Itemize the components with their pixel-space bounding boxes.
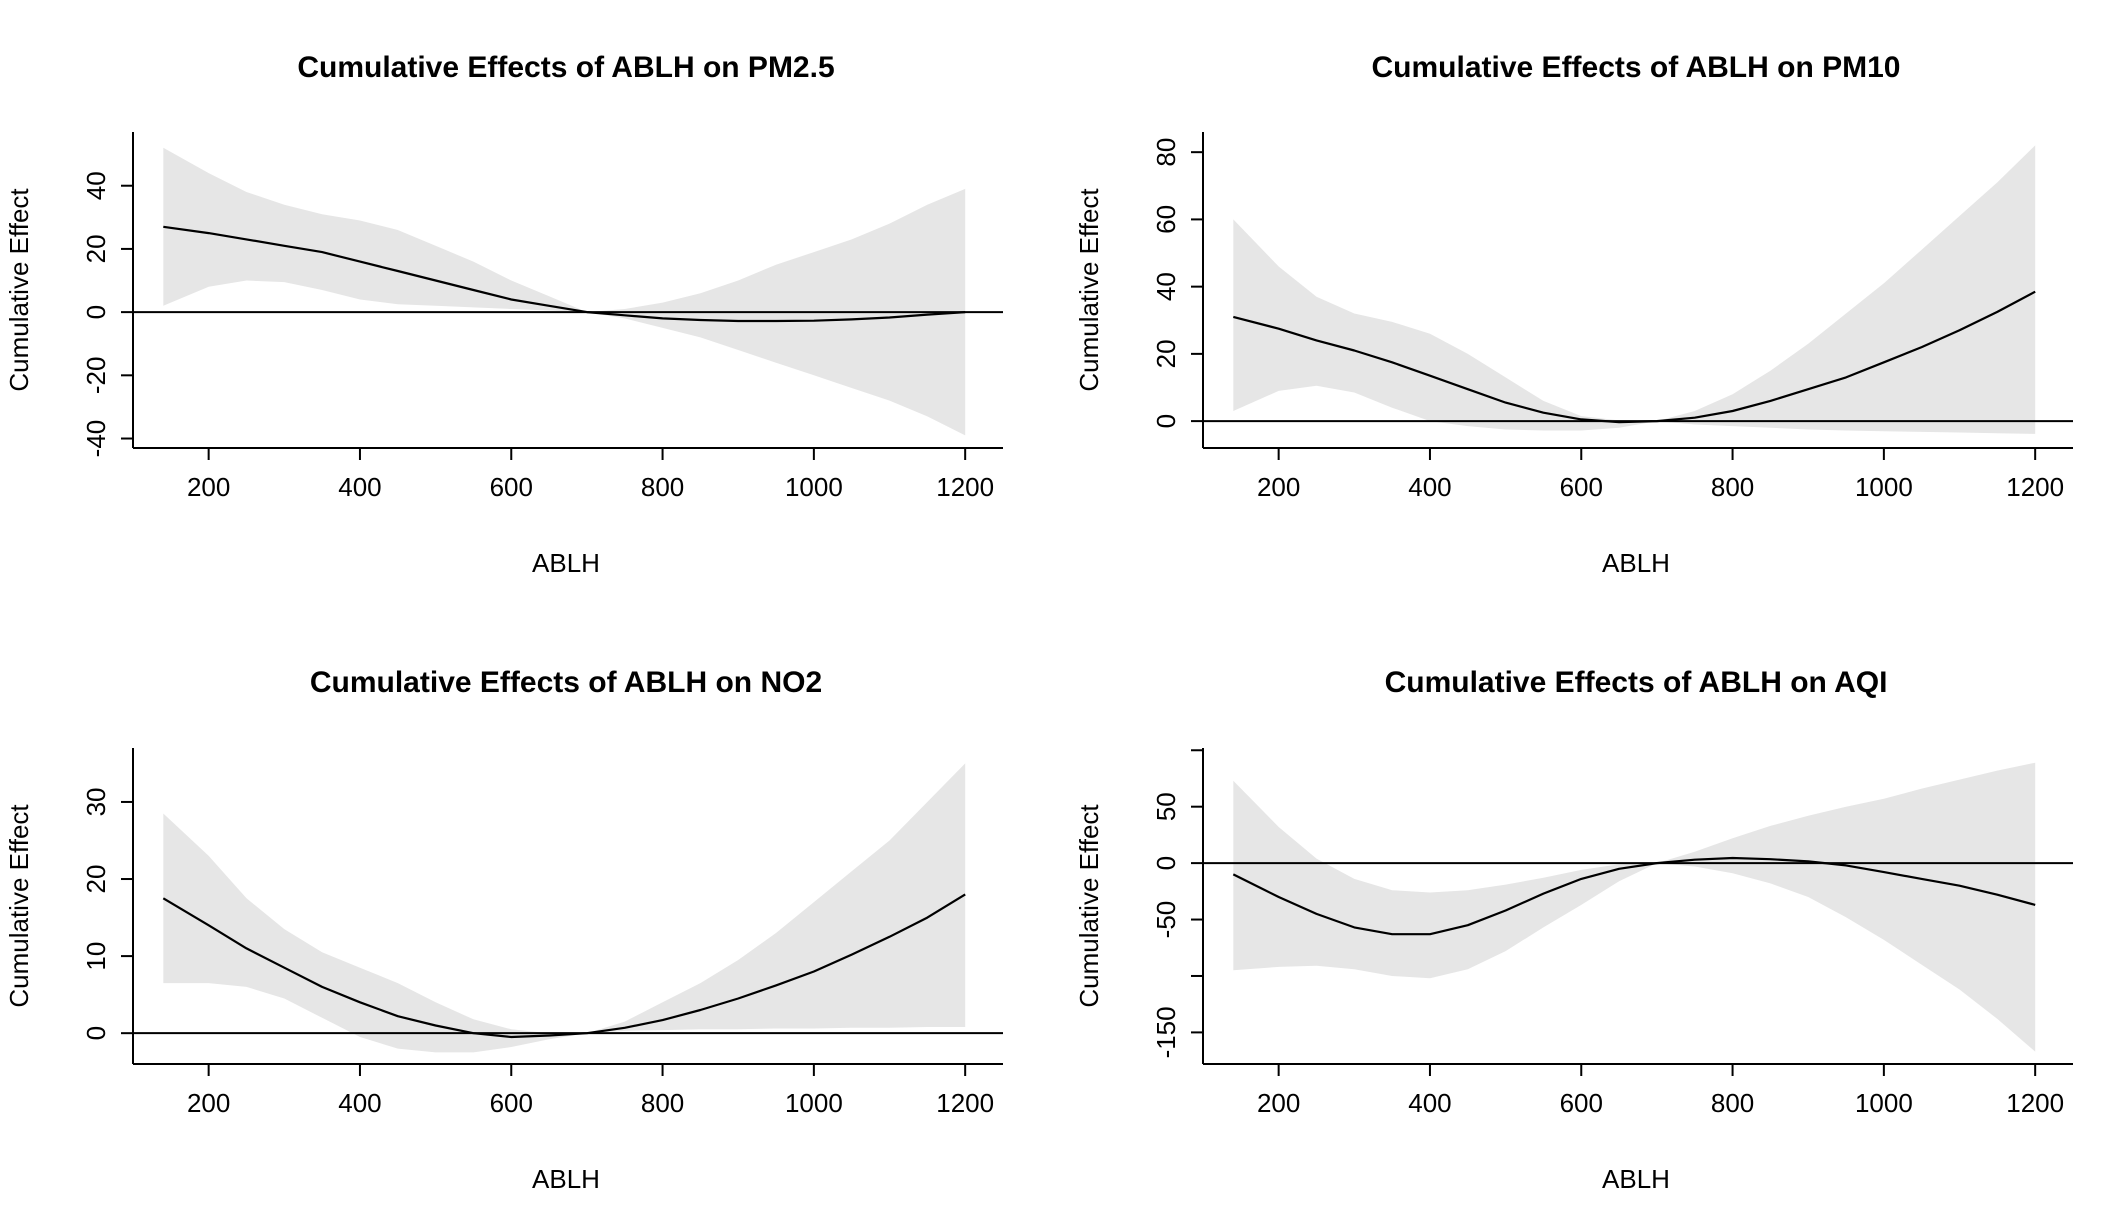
x-tick-label: 600 [1560,472,1603,502]
y-tick-label: 0 [1151,856,1181,870]
x-tick-label: 1000 [1855,1088,1913,1118]
x-tick-label: 800 [1711,472,1754,502]
effect-line [162,893,966,1039]
y-tick-label: 0 [81,1026,111,1040]
x-tick-label: 200 [1257,1088,1300,1118]
x-tick-label: 1200 [936,1088,994,1118]
effect-line [1233,290,2036,424]
y-tick-label: 20 [81,865,111,894]
confidence-band [163,763,966,1053]
x-tick-label: 1000 [1855,472,1913,502]
y-axis-label: Cumulative Effect [1074,188,1104,392]
y-tick-label: 50 [1151,792,1181,821]
confidence-band [1233,762,2036,1052]
x-tick-label: 800 [641,1088,684,1118]
y-tick-label: 0 [1151,414,1181,428]
x-tick-label: 1000 [785,472,843,502]
x-tick-label: 1200 [2006,1088,2064,1118]
chart-panel-pm10: Cumulative Effects of ABLH on PM10 200 40… [1074,51,2073,578]
chart-title: Cumulative Effects of ABLH on PM2.5 [297,51,834,84]
x-axis-label: ABLH [532,548,600,578]
effect-line [163,225,966,323]
x-tick-label: 200 [187,1088,230,1118]
chart-panel-pm25: Cumulative Effects of ABLH on PM2.5 200 4… [4,51,1003,578]
x-axis-label: ABLH [1602,548,1670,578]
y-axis-label: Cumulative Effect [4,188,34,392]
y-tick-label: -20 [81,357,111,395]
x-tick-label: 1200 [2006,472,2064,502]
y-tick-label: -40 [81,420,111,458]
chart-panel-aqi: Cumulative Effects of ABLH on AQI 200 400… [1074,666,2073,1194]
effect-line [1232,856,2036,936]
y-tick-label: 80 [1151,138,1181,167]
x-tick-label: 800 [641,472,684,502]
x-axis-label: ABLH [532,1164,600,1194]
x-tick-label: 400 [1408,472,1451,502]
x-tick-label: 400 [338,1088,381,1118]
chart-title: Cumulative Effects of ABLH on PM10 [1372,51,1901,84]
y-tick-label: 10 [81,942,111,971]
x-tick-label: 600 [490,1088,533,1118]
chart-title: Cumulative Effects of ABLH on NO2 [310,666,822,699]
y-axis-label: Cumulative Effect [1074,804,1104,1008]
y-tick-label: 40 [81,171,111,200]
x-tick-label: 800 [1711,1088,1754,1118]
y-tick-label: 40 [1151,272,1181,301]
x-tick-label: 600 [490,472,533,502]
chart-panel-no2: Cumulative Effects of ABLH on NO2 200 400… [4,666,1003,1194]
y-tick-label: 30 [81,787,111,816]
x-tick-label: 400 [338,472,381,502]
y-tick-label: 0 [81,305,111,319]
y-tick-label: 20 [1151,339,1181,368]
x-tick-label: 1200 [936,472,994,502]
y-axis-label: Cumulative Effect [4,804,34,1008]
confidence-band [163,147,966,436]
x-tick-label: 200 [1257,472,1300,502]
x-tick-label: 600 [1560,1088,1603,1118]
x-tick-label: 400 [1408,1088,1451,1118]
x-axis-label: ABLH [1602,1164,1670,1194]
x-tick-label: 1000 [785,1088,843,1118]
y-tick-label: -50 [1151,901,1181,939]
chart-title: Cumulative Effects of ABLH on AQI [1385,666,1888,699]
x-tick-label: 200 [187,472,230,502]
y-tick-label: 60 [1151,205,1181,234]
y-tick-label: 20 [81,234,111,263]
confidence-band [1233,145,2036,434]
y-tick-label: -150 [1151,1006,1181,1058]
